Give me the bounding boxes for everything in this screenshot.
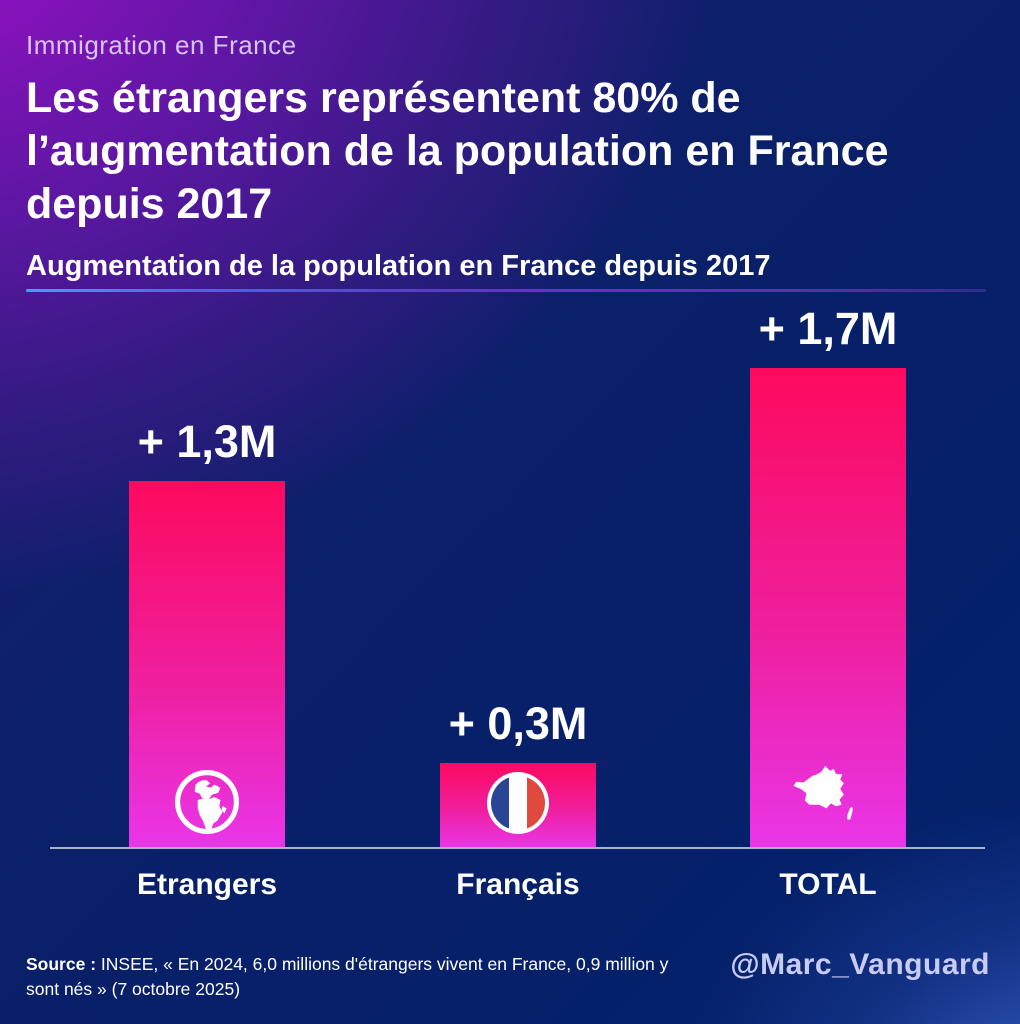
category-label-francais: Français	[456, 868, 580, 901]
bar-value-label: + 0,3M	[448, 698, 588, 749]
source-text: INSEE, « En 2024, 6,0 millions d'étrange…	[26, 954, 669, 999]
subtitle-divider	[26, 289, 986, 292]
bar-group-total: + 1,7M	[750, 303, 906, 848]
chart-subtitle: Augmentation de la population en France …	[26, 250, 771, 282]
source-label: Source :	[26, 954, 97, 974]
category-label-total: TOTAL	[779, 868, 877, 901]
page-title: Les étrangers représentent 80% de l’augm…	[26, 74, 889, 228]
bar-value-label: + 1,7M	[758, 303, 898, 354]
bar	[750, 368, 906, 848]
kicker: Immigration en France	[26, 30, 297, 60]
bar	[440, 763, 596, 848]
globe-icon	[174, 769, 240, 835]
source-note: Source : INSEE, « En 2024, 6,0 millions …	[26, 952, 706, 1001]
author-handle: @Marc_Vanguard	[730, 948, 990, 981]
france-map-icon	[788, 763, 868, 835]
france-flag-icon	[486, 771, 550, 835]
baseline-axis	[50, 847, 985, 849]
bar-group-etrangers: + 1,3M	[129, 416, 285, 848]
bar-group-francais: + 0,3M	[440, 698, 596, 848]
bar-value-label: + 1,3M	[137, 416, 277, 467]
category-label-etrangers: Etrangers	[136, 868, 278, 901]
bar	[129, 481, 285, 848]
